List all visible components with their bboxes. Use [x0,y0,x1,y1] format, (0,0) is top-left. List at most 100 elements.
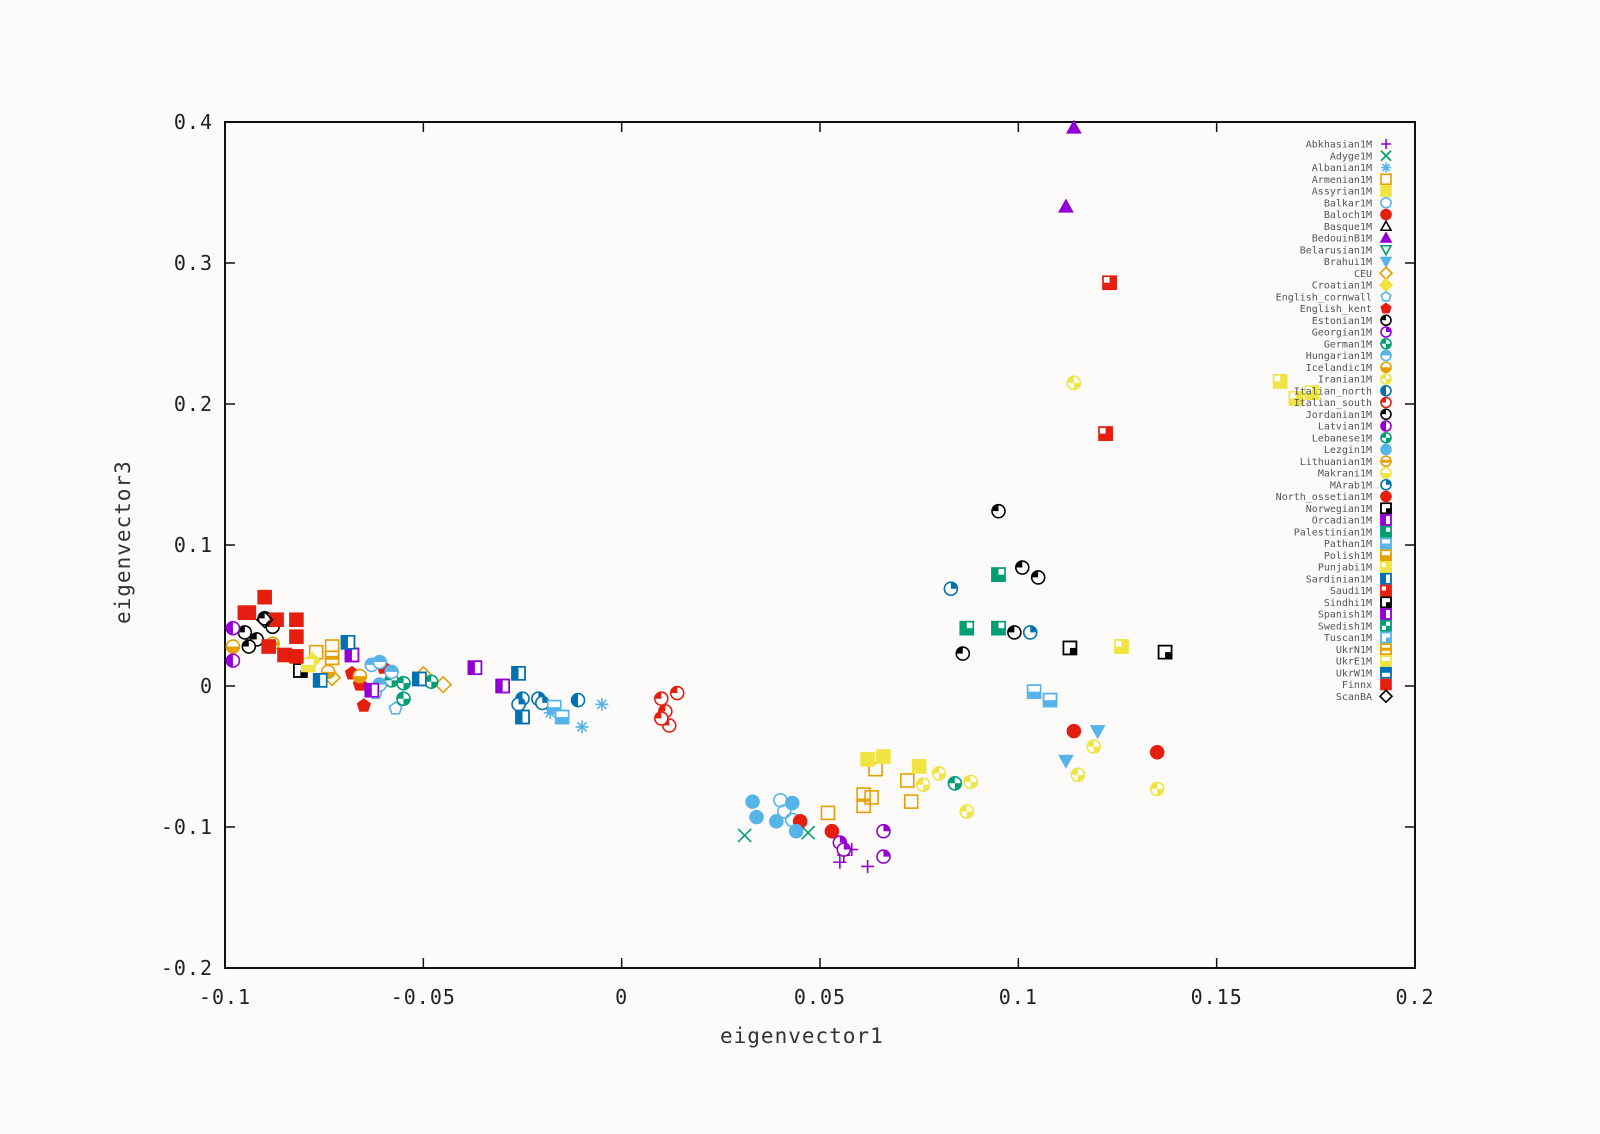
legend-label: Croatian1M [1312,281,1372,292]
y-tick-label: -0.1 [161,815,213,839]
legend-marker-german1m [1380,337,1392,350]
x-tick-label: 0.2 [1395,985,1434,1009]
legend-marker-punjabi1m [1380,561,1392,573]
legend-label: Lebanese1M [1312,433,1372,444]
legend-marker-ceu [1378,266,1394,281]
point-assyrian1m [911,759,927,774]
point-punjabi1m [1288,391,1304,406]
legend-marker-norwegian1m [1380,502,1392,515]
legend-label: English_cornwall [1276,292,1372,303]
point-norwegian1m [1157,644,1173,660]
legend-marker-north-ossetian1m [1380,490,1392,503]
legend-marker-italian-north [1380,384,1392,397]
legend-label: Sindhi1M [1324,598,1372,609]
y-tick-label: 0 [200,674,213,698]
point-adyge1m [737,828,752,843]
legend-label: Belarusian1M [1300,245,1372,256]
legend-label: Swedish1M [1318,621,1372,632]
legend-label: UkrN1M [1336,645,1372,656]
point-orcadian1m [344,647,360,663]
point-marab1m [943,581,959,597]
point-brahui1m [1089,725,1106,740]
legend-label: Jordanian1M [1306,410,1372,421]
legend-label: Spanish1M [1318,610,1372,621]
plot-frame [224,121,1416,969]
point-ukrn1m [324,650,340,666]
legend-marker-baloch1m [1380,208,1392,221]
point-finnx [257,589,272,605]
point-assyrian1m [876,749,891,764]
legend-marker-palestinian1m [1380,525,1392,538]
point-marab1m [535,695,550,711]
point-sardinian1m [515,709,530,725]
y-tick-label: 0.1 [174,533,213,557]
point-punjabi1m [1114,639,1129,654]
point-punjabi1m [1304,385,1320,401]
legend-marker-brahui1m [1379,256,1393,269]
legend-marker-saudi1m [1380,584,1392,597]
point-orcadian1m [364,682,380,698]
point-estonian1m [237,625,253,640]
point-finnx [289,649,304,664]
legend-marker-lezgin1m [1380,443,1392,456]
legend-marker-assyrian1m [1380,185,1392,197]
point-sardinian1m [340,634,356,650]
point-jordanian1m [1030,570,1046,585]
point-armenian1m [856,798,871,814]
y-tick-label: 0.4 [174,110,213,134]
point-pathan1m [1026,684,1042,699]
point-german1m [396,691,411,706]
point-marab1m [1022,625,1038,640]
point-palestinian1m [959,620,975,636]
point-italian-north [570,692,586,708]
point-lebanese1m [947,775,963,791]
legend-marker-bedouinb1m [1379,231,1393,243]
point-icelandic1m [352,668,368,684]
legend-marker-makrani1m [1380,467,1392,479]
data-points [225,119,1320,873]
y-tick-label: 0.3 [174,251,213,275]
point-marab1m [511,697,526,712]
y-axis-title: eigenvector3 [111,460,135,624]
point-albanian1m [575,720,589,734]
legend-label: Punjabi1M [1318,563,1372,574]
legend-label: Baloch1M [1324,210,1372,221]
legend-label: Pathan1M [1324,539,1372,550]
point-armenian1m [899,773,915,788]
x-tick-label: 0.1 [999,985,1038,1009]
point-icelandic1m [225,639,241,654]
legend: Abkhasian1MAdyge1MAlbanian1MArmenian1MAs… [1276,139,1394,704]
legend-marker-croatian1m [1378,277,1394,293]
legend-label: Basque1M [1324,222,1372,233]
point-lezgin1m [745,794,760,809]
point-abkhasian1m [861,859,875,873]
point-armenian1m [903,794,919,809]
point-orcadian1m [495,678,510,694]
point-sardinian1m [511,666,526,681]
legend-label: English_kent [1300,304,1372,315]
point-armenian1m [820,805,836,821]
point-jordanian1m [955,646,971,661]
legend-label: Italian_north [1294,386,1372,397]
point-iranian1m [1066,375,1082,391]
point-baloch1m [1066,723,1082,739]
legend-label: Tuscan1M [1324,633,1372,644]
legend-marker-georgian1m [1380,326,1392,338]
point-sardinian1m [412,671,427,687]
point-jordanian1m [991,503,1006,519]
point-ukre1m [300,657,316,673]
point-estonian1m [241,639,257,654]
point-georgian1m [876,849,891,864]
legend-marker-ukrw1m [1380,666,1392,679]
legend-marker-marab1m [1380,478,1392,491]
legend-marker-sindhi1m [1380,596,1392,609]
legend-marker-estonian1m [1380,314,1392,327]
point-adyge1m [801,825,816,840]
legend-marker-iranian1m [1380,373,1392,385]
point-finnx [289,629,304,644]
point-armenian1m [868,761,883,777]
point-lezgin1m [769,814,784,829]
y-tick-label: -0.2 [161,956,213,980]
